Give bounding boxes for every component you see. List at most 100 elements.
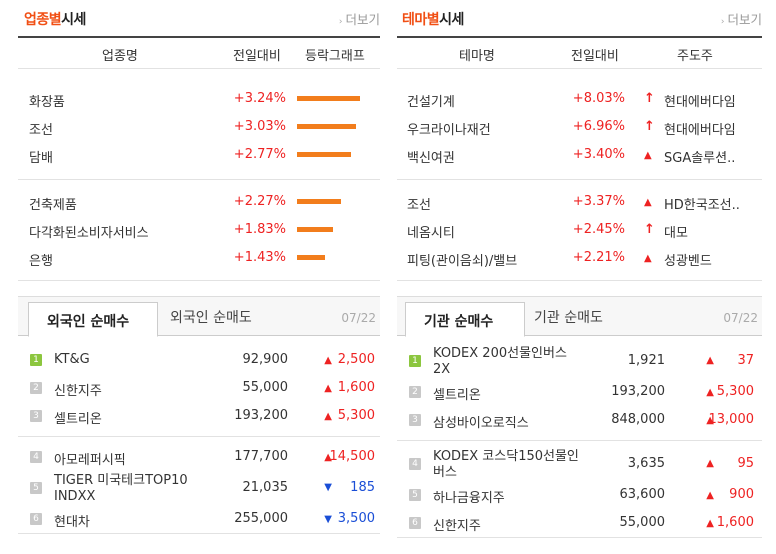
theme-row[interactable]: 백신여권 +3.40% ▲ SGA솔루션.. [397, 141, 762, 169]
inst-rank-row[interactable]: 1 KODEX 200선물인버스2X 1,921 ▲ 37 [397, 344, 762, 378]
theme-title-accent: 테마별 [402, 12, 440, 28]
tab-foreign-buy[interactable]: 외국인 순매수 [28, 302, 158, 337]
stock-name[interactable]: 셀트리온 [54, 412, 102, 427]
theme-name[interactable]: 건설기계 [407, 95, 455, 110]
change-bar [297, 255, 325, 260]
inst-rank-row[interactable]: 4 KODEX 코스닥150선물인버스 3,635 ▲ 95 [397, 447, 762, 481]
theme-name[interactable]: 피팅(관이음쇠)/밸브 [407, 254, 518, 269]
rank-badge: 2 [409, 386, 421, 398]
stock-name[interactable]: KODEX 200선물인버스2X [433, 346, 567, 377]
sector-change: +2.77% [233, 147, 286, 162]
tab-inst-buy[interactable]: 기관 순매수 [405, 302, 525, 337]
col-lead-stock: 주도주 [677, 49, 713, 64]
sector-row[interactable]: 다각화된소비자서비스 +1.83% [18, 216, 380, 244]
theme-name[interactable]: 우크라이나재건 [407, 123, 491, 138]
tab-inst-sell[interactable]: 기관 순매도 [534, 297, 644, 335]
sector-name[interactable]: 건축제품 [29, 198, 77, 213]
stock-amount: 95 [737, 456, 754, 471]
foreign-rank-row[interactable]: 6 현대차 255,000 ▼ 3,500 [18, 505, 380, 533]
triangle-up-icon: ▲ [644, 197, 652, 208]
theme-more-link[interactable]: › 더보기 [721, 9, 762, 28]
foreign-rank-row[interactable]: 4 아모레퍼시픽 177,700 ▲ 14,500 [18, 443, 380, 471]
lead-stock-link[interactable]: 대모 [664, 226, 688, 241]
theme-change: +2.45% [572, 222, 625, 237]
rank-badge: 2 [30, 382, 42, 394]
col-theme-name: 테마명 [459, 49, 495, 64]
stock-amount: 14,500 [329, 449, 376, 464]
triangle-up-icon: ▲ [706, 415, 714, 426]
sector-name[interactable]: 다각화된소비자서비스 [29, 226, 149, 241]
lead-stock-link[interactable]: 현대에버다임 [664, 95, 736, 110]
stock-price: 177,700 [234, 449, 288, 464]
change-bar [297, 199, 341, 204]
theme-name[interactable]: 조선 [407, 198, 431, 213]
foreign-rank-row[interactable]: 1 KT&G 92,900 ▲ 2,500 [18, 346, 380, 374]
sector-row[interactable]: 건축제품 +2.27% [18, 188, 380, 216]
stock-name[interactable]: 현대차 [54, 515, 90, 530]
theme-row[interactable]: 우크라이나재건 +6.96% ↑ 현대에버다임 [397, 113, 762, 141]
stock-name[interactable]: 삼성바이오로직스 [433, 416, 529, 431]
foreign-rank-row[interactable]: 5 TIGER 미국테크TOP10 INDXX 21,035 ▼ 185 [18, 471, 380, 505]
stock-amount: 13,000 [708, 412, 755, 427]
stock-name[interactable]: 아모레퍼시픽 [54, 453, 126, 468]
theme-row[interactable]: 피팅(관이음쇠)/밸브 +2.21% ▲ 성광벤드 [397, 244, 762, 272]
sector-row[interactable]: 화장품 +3.24% [18, 85, 380, 113]
sector-name[interactable]: 은행 [29, 254, 53, 269]
stock-name[interactable]: KT&G [54, 352, 90, 367]
foreign-tabs: 외국인 순매수 외국인 순매도 07/22 [18, 296, 380, 337]
lead-stock-link[interactable]: 현대에버다임 [664, 123, 736, 138]
inst-rank-row[interactable]: 5 하나금융지주 63,600 ▲ 900 [397, 481, 762, 509]
inst-date: 07/22 [723, 311, 758, 325]
up-arrow-icon: ↑ [644, 119, 655, 134]
stock-amount: 2,500 [337, 352, 375, 367]
foreign-rank-row[interactable]: 2 신한지주 55,000 ▲ 1,600 [18, 374, 380, 402]
rank-badge: 1 [409, 355, 421, 367]
change-bar [297, 124, 356, 129]
foreign-panel: 외국인 순매수 외국인 순매도 07/22 1 KT&G 92,900 ▲ 2,500 2… [18, 296, 380, 534]
sector-name[interactable]: 화장품 [29, 95, 65, 110]
triangle-up-icon: ▲ [324, 452, 332, 463]
institution-list: 1 KODEX 200선물인버스2X 1,921 ▲ 37 2 셀트리온 193,200 ▲ 5,… [397, 336, 762, 538]
sector-name[interactable]: 조선 [29, 123, 53, 138]
sector-change: +2.27% [233, 194, 286, 209]
inst-rank-row[interactable]: 2 셀트리온 193,200 ▲ 5,300 [397, 378, 762, 406]
stock-name[interactable]: TIGER 미국테크TOP10 INDXX [54, 473, 188, 504]
stock-price: 193,200 [234, 408, 288, 423]
theme-name[interactable]: 네옴시티 [407, 226, 455, 241]
sector-row[interactable]: 담배 +2.77% [18, 141, 380, 169]
theme-list: 건설기계 +8.03% ↑ 현대에버다임 우크라이나재건 +6.96% ↑ 현대에버다임 백신여… [397, 69, 762, 281]
sector-name[interactable]: 담배 [29, 151, 53, 166]
stock-name[interactable]: 하나금융지주 [433, 491, 505, 506]
sector-more-link[interactable]: › 더보기 [339, 9, 380, 28]
triangle-down-icon: ▼ [324, 482, 332, 493]
stock-name[interactable]: KODEX 코스닥150선물인버스 [433, 449, 579, 480]
lead-stock-link[interactable]: HD한국조선.. [664, 198, 740, 213]
tab-foreign-sell[interactable]: 외국인 순매도 [170, 297, 290, 335]
sector-row[interactable]: 은행 +1.43% [18, 244, 380, 272]
lead-stock-link[interactable]: 성광벤드 [664, 254, 712, 269]
stock-amount: 1,600 [337, 380, 375, 395]
sector-change: +1.43% [233, 250, 286, 265]
foreign-rank-row[interactable]: 3 셀트리온 193,200 ▲ 5,300 [18, 402, 380, 430]
theme-row[interactable]: 건설기계 +8.03% ↑ 현대에버다임 [397, 85, 762, 113]
group-divider [18, 436, 380, 437]
inst-rank-row[interactable]: 6 신한지주 55,000 ▲ 1,600 [397, 509, 762, 537]
theme-name[interactable]: 백신여권 [407, 151, 455, 166]
theme-row[interactable]: 조선 +3.37% ▲ HD한국조선.. [397, 188, 762, 216]
stock-name[interactable]: 신한지주 [433, 519, 481, 534]
stock-name[interactable]: 신한지주 [54, 384, 102, 399]
chevron-right-icon: › [720, 17, 725, 27]
rank-badge: 1 [30, 354, 42, 366]
theme-row[interactable]: 네옴시티 +2.45% ↑ 대모 [397, 216, 762, 244]
stock-name[interactable]: 셀트리온 [433, 388, 481, 403]
sector-row[interactable]: 조선 +3.03% [18, 113, 380, 141]
foreign-list: 1 KT&G 92,900 ▲ 2,500 2 신한지주 55,000 ▲ 1,600 3 셀트리온 1… [18, 336, 380, 534]
sector-title-accent: 업종별 [24, 12, 62, 28]
theme-change: +3.40% [572, 147, 625, 162]
lead-stock-link[interactable]: SGA솔루션.. [664, 151, 736, 166]
col-change: 전일대비 [233, 49, 281, 64]
stock-amount: 3,500 [337, 511, 375, 526]
change-bar [297, 227, 333, 232]
change-bar [297, 152, 351, 157]
inst-rank-row[interactable]: 3 삼성바이오로직스 848,000 ▲ 13,000 [397, 406, 762, 434]
